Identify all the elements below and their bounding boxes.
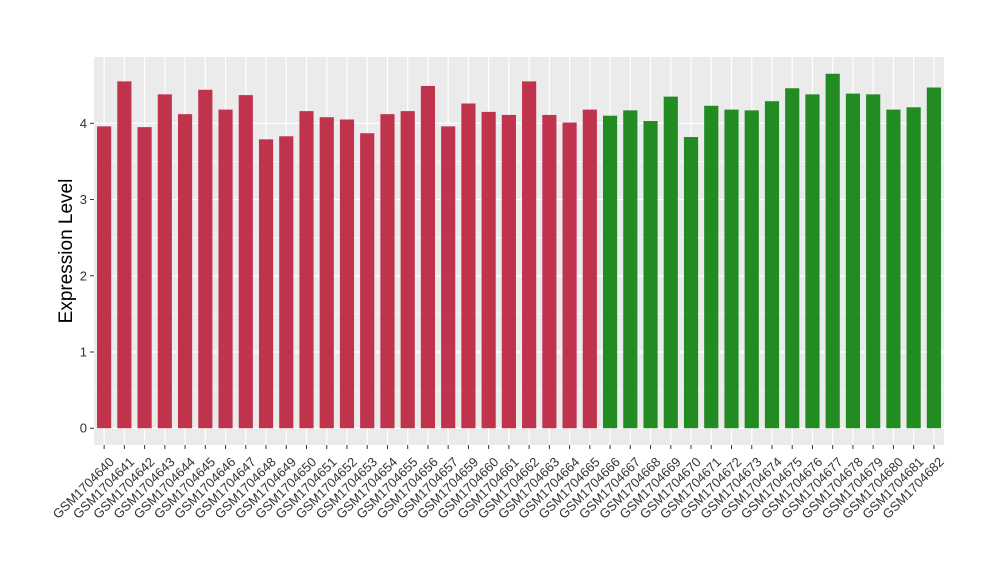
y-tick-label: 3 xyxy=(80,192,87,207)
bar-GSM1704651 xyxy=(319,117,334,429)
bar-GSM1704669 xyxy=(663,96,678,429)
bar-GSM1704672 xyxy=(724,109,739,429)
bar-GSM1704676 xyxy=(805,94,820,429)
bar-GSM1704657 xyxy=(441,126,456,429)
bar-GSM1704664 xyxy=(562,122,577,429)
plot-panel xyxy=(94,57,944,445)
bar-GSM1704666 xyxy=(602,115,618,429)
y-tick-label: 4 xyxy=(80,116,87,131)
bar-GSM1704667 xyxy=(623,110,638,429)
bars xyxy=(97,73,941,429)
x-axis: GSM1704640GSM1704641GSM1704642GSM1704643… xyxy=(50,445,947,522)
bar-GSM1704640 xyxy=(97,126,112,429)
bar-GSM1704642 xyxy=(137,127,152,429)
bar-GSM1704682 xyxy=(926,87,941,429)
bar-GSM1704641 xyxy=(117,81,132,429)
y-tick-label: 0 xyxy=(80,421,87,436)
bar-GSM1704646 xyxy=(218,109,233,429)
bar-GSM1704679 xyxy=(866,94,881,429)
bar-GSM1704677 xyxy=(825,73,840,429)
bar-GSM1704649 xyxy=(279,136,294,429)
bar-GSM1704660 xyxy=(481,111,496,429)
bar-GSM1704663 xyxy=(542,114,557,429)
y-axis-title: Expression Level xyxy=(56,179,77,324)
bar-GSM1704656 xyxy=(420,85,436,429)
bar-GSM1704653 xyxy=(360,133,375,429)
bar-GSM1704645 xyxy=(198,89,213,429)
bar-GSM1704675 xyxy=(785,88,800,429)
bar-GSM1704668 xyxy=(643,121,658,429)
bar-GSM1704655 xyxy=(400,111,415,429)
bar-GSM1704647 xyxy=(238,95,253,429)
y-axis: 0 1 2 3 4 xyxy=(80,116,94,436)
bar-GSM1704670 xyxy=(683,137,699,429)
bar-GSM1704659 xyxy=(461,103,476,429)
y-tick-label: 2 xyxy=(80,268,87,283)
bar-GSM1704661 xyxy=(501,114,516,429)
bar-GSM1704671 xyxy=(704,105,719,429)
bar-GSM1704662 xyxy=(522,81,537,429)
bar-GSM1704652 xyxy=(339,119,355,429)
bar-GSM1704650 xyxy=(299,111,314,429)
bar-GSM1704681 xyxy=(906,107,921,429)
bar-GSM1704665 xyxy=(582,109,597,429)
y-tick-label: 1 xyxy=(80,345,87,360)
bar-GSM1704673 xyxy=(744,110,759,429)
bar-GSM1704674 xyxy=(764,101,780,429)
bar-GSM1704678 xyxy=(845,93,861,429)
bar-GSM1704680 xyxy=(886,109,901,429)
bar-GSM1704644 xyxy=(177,114,193,429)
bar-GSM1704643 xyxy=(157,94,172,429)
bar-GSM1704654 xyxy=(380,114,395,429)
bar-GSM1704648 xyxy=(258,139,274,429)
